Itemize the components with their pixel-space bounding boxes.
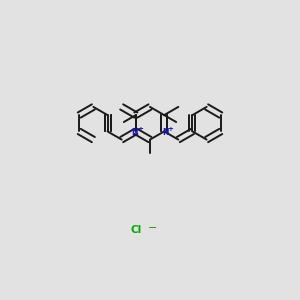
Text: N: N [131,128,138,137]
Text: −: − [148,223,158,233]
Text: N: N [162,128,169,137]
Text: +: + [137,126,143,132]
Text: +: + [168,126,174,132]
Text: Cl: Cl [131,225,142,235]
